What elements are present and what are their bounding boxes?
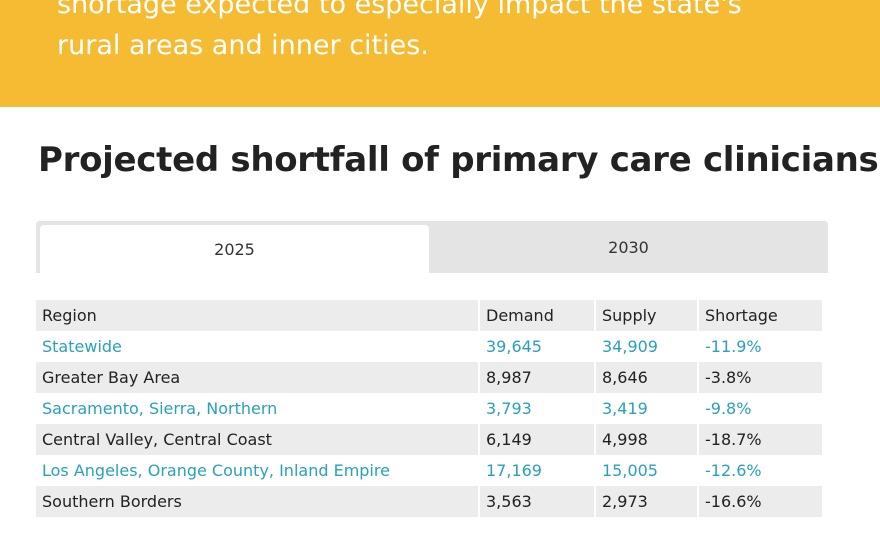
header-demand: Demand — [480, 300, 594, 331]
header-shortage: Shortage — [699, 300, 822, 331]
cell-demand: 3,793 — [480, 393, 594, 424]
year-tabs: 2025 2030 — [36, 221, 828, 273]
banner-text-line-2: rural areas and inner cities. — [57, 30, 429, 61]
cell-supply: 15,005 — [596, 455, 697, 486]
section-title: Projected shortfall of primary care clin… — [38, 140, 879, 180]
cell-shortage: -12.6% — [699, 455, 822, 486]
shortfall-table: Region Demand Supply Shortage Statewide 3… — [34, 300, 824, 517]
banner-text-line-1: shortage expected to especially impact t… — [57, 0, 742, 20]
table-row: Central Valley, Central Coast 6,149 4,998-… — [36, 424, 822, 455]
cell-region: Statewide — [36, 331, 478, 362]
cell-supply: 3,419 — [596, 393, 697, 424]
cell-supply: 4,998 — [596, 424, 697, 455]
table-row: Statewide 39,645 34,909 -11.9% — [36, 331, 822, 362]
cell-supply: 34,909 — [596, 331, 697, 362]
cell-demand: 8,987 — [480, 362, 594, 393]
tab-2025[interactable]: 2025 — [40, 225, 429, 273]
cell-shortage: -11.9% — [699, 331, 822, 362]
intro-banner: shortage expected to especially impact t… — [0, 0, 880, 107]
cell-region: Los Angeles, Orange County, Inland Empir… — [36, 455, 478, 486]
table-row: Greater Bay Area 8,987 8,646 -3.8% — [36, 362, 822, 393]
cell-shortage: -9.8% — [699, 393, 822, 424]
cell-region: Greater Bay Area — [36, 362, 478, 393]
cell-shortage: -3.8% — [699, 362, 822, 393]
table-row: Sacramento, Sierra, Northern 3,793 3,419 -9… — [36, 393, 822, 424]
cell-demand: 39,645 — [480, 331, 594, 362]
cell-shortage: -16.6% — [699, 486, 822, 517]
cell-shortage: -18.7% — [699, 424, 822, 455]
table-row: Southern Borders 3,563 2,973 -16.6% — [36, 486, 822, 517]
tab-2030[interactable]: 2030 — [608, 237, 649, 257]
table-header-row: Region Demand Supply Shortage — [36, 300, 822, 331]
cell-demand: 6,149 — [480, 424, 594, 455]
cell-demand: 3,563 — [480, 486, 594, 517]
cell-demand: 17,169 — [480, 455, 594, 486]
header-region: Region — [36, 300, 478, 331]
header-supply: Supply — [596, 300, 697, 331]
table-row: Los Angeles, Orange County, Inland Empir… — [36, 455, 822, 486]
cell-region: Sacramento, Sierra, Northern — [36, 393, 478, 424]
cell-supply: 8,646 — [596, 362, 697, 393]
cell-region: Southern Borders — [36, 486, 478, 517]
cell-supply: 2,973 — [596, 486, 697, 517]
cell-region: Central Valley, Central Coast — [36, 424, 478, 455]
